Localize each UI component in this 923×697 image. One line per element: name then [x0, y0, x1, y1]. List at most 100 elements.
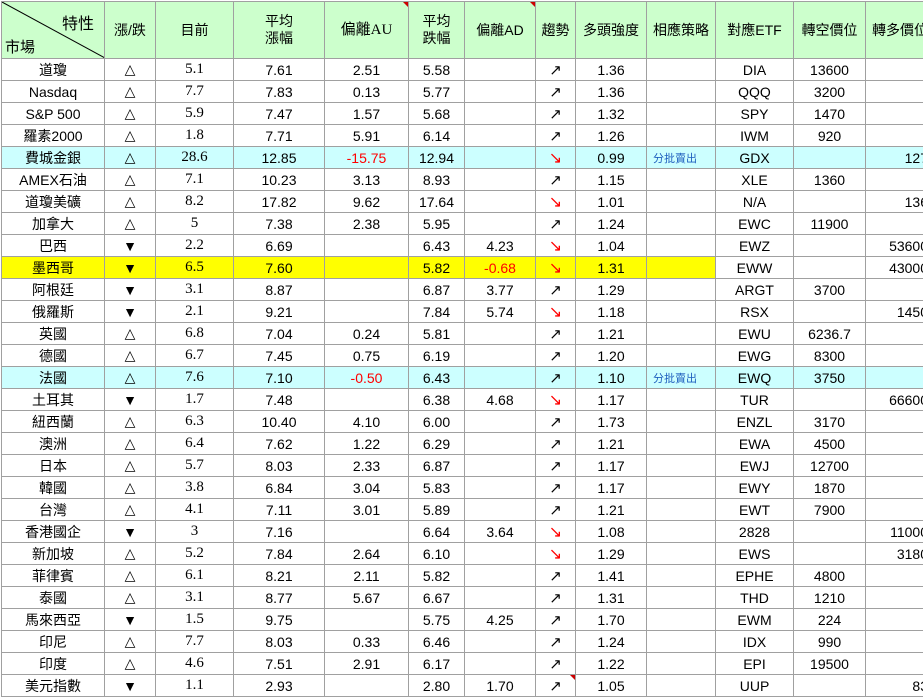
cell-etf[interactable]: EWW: [715, 256, 794, 279]
down-triangle-icon[interactable]: ▼: [104, 608, 156, 631]
cell-current[interactable]: 5.2: [155, 542, 234, 565]
cell-dev-ad[interactable]: [464, 102, 536, 125]
cell-dev-au[interactable]: [324, 388, 409, 411]
down-triangle-icon[interactable]: ▼: [104, 520, 156, 543]
cell-current[interactable]: 6.4: [155, 432, 234, 455]
cell-strength[interactable]: 0.99: [575, 146, 647, 169]
cell-long[interactable]: 11000: [865, 520, 923, 543]
cell-current[interactable]: 2.2: [155, 234, 234, 257]
cell-dev-au[interactable]: [324, 608, 409, 631]
trend-down-icon[interactable]: ↘: [535, 520, 576, 543]
cell-etf[interactable]: ARGT: [715, 278, 794, 301]
cell-strength[interactable]: 1.20: [575, 344, 647, 367]
cell-short[interactable]: [793, 190, 866, 213]
cell-dev-au[interactable]: [324, 234, 409, 257]
cell-long[interactable]: [865, 168, 923, 191]
cell-strength[interactable]: 1.21: [575, 432, 647, 455]
cell-market[interactable]: 新加坡: [1, 542, 105, 565]
cell-short[interactable]: 1870: [793, 476, 866, 499]
cell-avg-down[interactable]: 6.38: [408, 388, 465, 411]
cell-current[interactable]: 3.1: [155, 278, 234, 301]
cell-strength[interactable]: 1.04: [575, 234, 647, 257]
up-triangle-icon[interactable]: △: [104, 498, 156, 521]
cell-market[interactable]: 巴西: [1, 234, 105, 257]
cell-avg-down[interactable]: 6.87: [408, 278, 465, 301]
cell-market[interactable]: 法國: [1, 366, 105, 389]
cell-market[interactable]: AMEX石油: [1, 168, 105, 191]
cell-long[interactable]: [865, 124, 923, 147]
cell-market[interactable]: 道瓊美礦: [1, 190, 105, 213]
cell-long[interactable]: [865, 102, 923, 125]
cell-strength[interactable]: 1.26: [575, 124, 647, 147]
cell-long[interactable]: [865, 366, 923, 389]
cell-dev-au[interactable]: [324, 674, 409, 697]
col-change[interactable]: 漲/跌: [104, 1, 156, 59]
trend-up-icon[interactable]: ↗: [535, 212, 576, 235]
cell-strategy[interactable]: [646, 124, 716, 147]
cell-short[interactable]: 1210: [793, 586, 866, 609]
up-triangle-icon[interactable]: △: [104, 454, 156, 477]
cell-avg-up[interactable]: 7.83: [233, 80, 325, 103]
cell-etf[interactable]: IDX: [715, 630, 794, 653]
cell-market[interactable]: 印度: [1, 652, 105, 675]
cell-avg-up[interactable]: 7.04: [233, 322, 325, 345]
cell-strategy[interactable]: [646, 190, 716, 213]
cell-short[interactable]: 4500: [793, 432, 866, 455]
trend-up-icon[interactable]: ↗: [535, 432, 576, 455]
cell-dev-ad[interactable]: [464, 630, 536, 653]
cell-long[interactable]: [865, 432, 923, 455]
cell-strategy[interactable]: [646, 102, 716, 125]
cell-dev-ad[interactable]: [464, 190, 536, 213]
cell-market[interactable]: 印尼: [1, 630, 105, 653]
cell-avg-up[interactable]: 6.69: [233, 234, 325, 257]
cell-etf[interactable]: GDX: [715, 146, 794, 169]
cell-avg-down[interactable]: 6.17: [408, 652, 465, 675]
cell-etf[interactable]: EWU: [715, 322, 794, 345]
cell-avg-up[interactable]: 17.82: [233, 190, 325, 213]
trend-down-icon[interactable]: ↘: [535, 256, 576, 279]
cell-long[interactable]: [865, 80, 923, 103]
cell-dev-au[interactable]: 5.91: [324, 124, 409, 147]
cell-dev-au[interactable]: [324, 520, 409, 543]
cell-short[interactable]: 7900: [793, 498, 866, 521]
cell-market[interactable]: 道瓊: [1, 58, 105, 81]
down-triangle-icon[interactable]: ▼: [104, 300, 156, 323]
down-triangle-icon[interactable]: ▼: [104, 256, 156, 279]
cell-market[interactable]: 阿根廷: [1, 278, 105, 301]
cell-market[interactable]: 韓國: [1, 476, 105, 499]
cell-etf[interactable]: N/A: [715, 190, 794, 213]
cell-strength[interactable]: 1.24: [575, 212, 647, 235]
cell-market[interactable]: S&P 500: [1, 102, 105, 125]
cell-strength[interactable]: 1.05: [575, 674, 647, 697]
cell-dev-ad[interactable]: 4.68: [464, 388, 536, 411]
cell-strategy[interactable]: [646, 168, 716, 191]
cell-etf[interactable]: EPI: [715, 652, 794, 675]
cell-strength[interactable]: 1.21: [575, 498, 647, 521]
cell-dev-au[interactable]: 0.33: [324, 630, 409, 653]
cell-long[interactable]: [865, 212, 923, 235]
cell-long[interactable]: [865, 410, 923, 433]
cell-dev-au[interactable]: 0.75: [324, 344, 409, 367]
cell-current[interactable]: 3.1: [155, 586, 234, 609]
cell-strategy[interactable]: [646, 454, 716, 477]
cell-avg-down[interactable]: 5.83: [408, 476, 465, 499]
cell-etf[interactable]: ENZL: [715, 410, 794, 433]
cell-dev-ad[interactable]: 1.70: [464, 674, 536, 697]
cell-dev-ad[interactable]: [464, 366, 536, 389]
cell-dev-ad[interactable]: [464, 80, 536, 103]
cell-dev-ad[interactable]: [464, 124, 536, 147]
cell-dev-ad[interactable]: [464, 344, 536, 367]
cell-strategy[interactable]: [646, 278, 716, 301]
cell-dev-au[interactable]: 2.11: [324, 564, 409, 587]
cell-long[interactable]: 127: [865, 146, 923, 169]
trend-down-icon[interactable]: ↘: [535, 234, 576, 257]
cell-market[interactable]: 香港國企: [1, 520, 105, 543]
cell-etf[interactable]: EWS: [715, 542, 794, 565]
cell-long[interactable]: [865, 278, 923, 301]
cell-short[interactable]: 13600: [793, 58, 866, 81]
trend-up-icon[interactable]: ↗: [535, 630, 576, 653]
cell-dev-au[interactable]: 1.22: [324, 432, 409, 455]
up-triangle-icon[interactable]: △: [104, 80, 156, 103]
cell-avg-down[interactable]: 5.82: [408, 564, 465, 587]
cell-avg-down[interactable]: 5.68: [408, 102, 465, 125]
